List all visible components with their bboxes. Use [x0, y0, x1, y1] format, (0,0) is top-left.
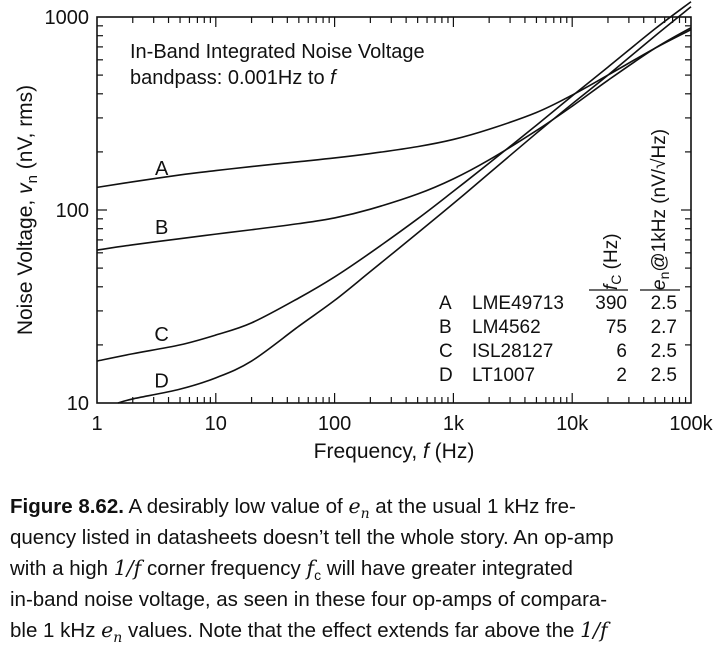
y-tick-label: 10 [67, 393, 89, 415]
figure-caption: Figure 8.62. A desirably low value of en… [10, 491, 720, 646]
table-row-id: B [439, 317, 452, 338]
y-tick-label: 100 [56, 200, 89, 222]
table-rows: A LME49713 390 2.5 B LM4562 75 2.7 C ISL28127 6 2.5… [439, 293, 677, 386]
table-row-fc: 75 [606, 317, 627, 338]
series-line-a [96, 28, 692, 189]
axis-ticks [97, 17, 691, 403]
chart-subtitle: bandpass: 0.001Hz to f [130, 67, 338, 89]
x-tick-label: 100 [318, 413, 351, 435]
figure-label: Figure 8.62. [10, 495, 124, 518]
caption-line-5: ble 1 kHz en values. Note that the effec… [10, 618, 608, 647]
series-labels: A B C D [154, 158, 169, 393]
table-row-id: C [439, 341, 453, 362]
table-row-en: 2.7 [651, 317, 677, 338]
caption-line-2: quency listed in datasheets doesn’t tell… [10, 526, 614, 549]
y-tick-labels: 10 100 1000 [45, 7, 90, 415]
x-tick-labels: 1 10 100 1k 10k 100k [91, 413, 713, 435]
table-row-part: LM4562 [472, 317, 541, 338]
table-row-en: 2.5 [651, 341, 677, 362]
x-tick-label: 10 [205, 413, 227, 435]
table-header-en: en@1kHz (nV/√Hz) [649, 129, 672, 290]
table-row-part: LT1007 [472, 365, 535, 386]
table-row-fc: 2 [616, 365, 627, 386]
table-row-en: 2.5 [651, 293, 677, 314]
table-row-fc: 6 [616, 341, 627, 362]
table-row-en: 2.5 [651, 365, 677, 386]
y-axis-title: Noise Voltage, vn (nV, rms) [14, 85, 41, 335]
table-row-part: ISL28127 [472, 341, 553, 362]
series-curves [96, 1, 692, 404]
caption-line-3: with a high 1/f corner frequency fc will… [10, 556, 573, 584]
x-tick-label: 10k [556, 413, 589, 435]
x-tick-label: 1k [443, 413, 465, 435]
legend-table: fC (Hz) en@1kHz (nV/√Hz) A LME49713 390 2.5… [439, 129, 680, 386]
x-axis-title: Frequency, f (Hz) [314, 440, 475, 463]
series-label-d: D [154, 371, 168, 393]
y-tick-label: 1000 [45, 7, 90, 29]
caption-line-4: in-band noise voltage, as seen in these … [10, 588, 608, 611]
x-tick-label: 100k [669, 413, 713, 435]
series-line-b [96, 27, 692, 251]
table-row-part: LME49713 [472, 293, 564, 314]
caption-line-1: Figure 8.62. A desirably low value of en… [10, 494, 576, 523]
series-line-d [117, 6, 692, 404]
plot-frame [96, 16, 692, 404]
series-label-c: C [154, 324, 168, 346]
series-line-c [96, 1, 692, 362]
chart-title: In-Band Integrated Noise Voltage [130, 41, 425, 63]
table-row-id: D [439, 365, 453, 386]
table-header-fc: fC (Hz) [601, 233, 624, 290]
table-row-fc: 390 [595, 293, 627, 314]
series-label-b: B [155, 217, 168, 239]
table-row-id: A [439, 293, 452, 314]
x-tick-label: 1 [91, 413, 102, 435]
series-label-a: A [155, 158, 169, 180]
